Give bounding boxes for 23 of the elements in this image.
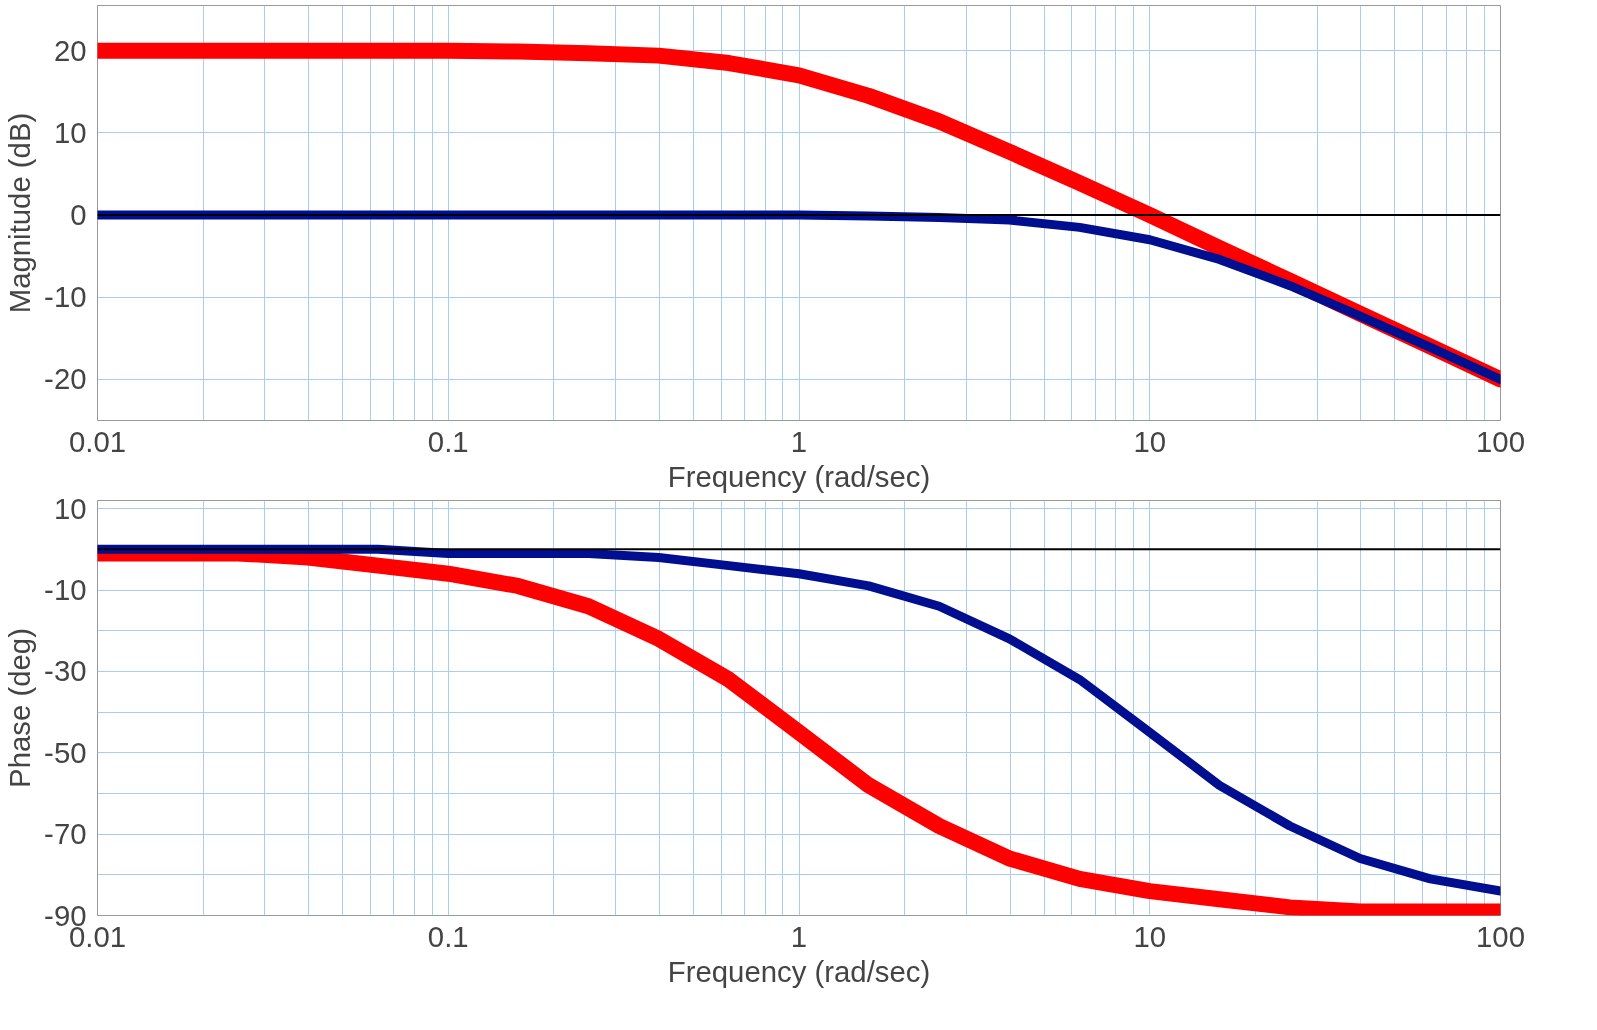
- x-tick-label: 0.1: [427, 424, 469, 458]
- x-tick-label: 0.01: [68, 424, 127, 458]
- x-axis-title: Frequency (rad/sec): [667, 459, 931, 493]
- x-tick-label: 10: [1133, 919, 1167, 953]
- y-tick-label: 0: [70, 198, 87, 232]
- y-tick-label: -50: [44, 735, 87, 769]
- x-axis-title: Frequency (rad/sec): [667, 954, 931, 988]
- y-axis-title: Phase (deg): [3, 628, 37, 788]
- y-tick-label: 10: [53, 115, 87, 149]
- y-axis-title: Magnitude (dB): [3, 112, 37, 314]
- x-tick-label: 100: [1476, 919, 1525, 953]
- y-tick-label: -10: [44, 573, 87, 607]
- y-tick-label: -30: [44, 654, 87, 688]
- x-tick-label: 10: [1133, 424, 1167, 458]
- x-tick-label: 0.1: [427, 919, 469, 953]
- y-tick-label: -20: [44, 362, 87, 396]
- y-tick-label: -70: [44, 817, 87, 851]
- x-tick-label: 1: [790, 919, 808, 953]
- x-tick-label: 1: [790, 424, 808, 458]
- y-tick-label: 10: [53, 491, 87, 525]
- y-tick-label: -10: [44, 280, 87, 314]
- x-tick-label: 100: [1476, 424, 1525, 458]
- y-tick-label: 20: [53, 33, 87, 67]
